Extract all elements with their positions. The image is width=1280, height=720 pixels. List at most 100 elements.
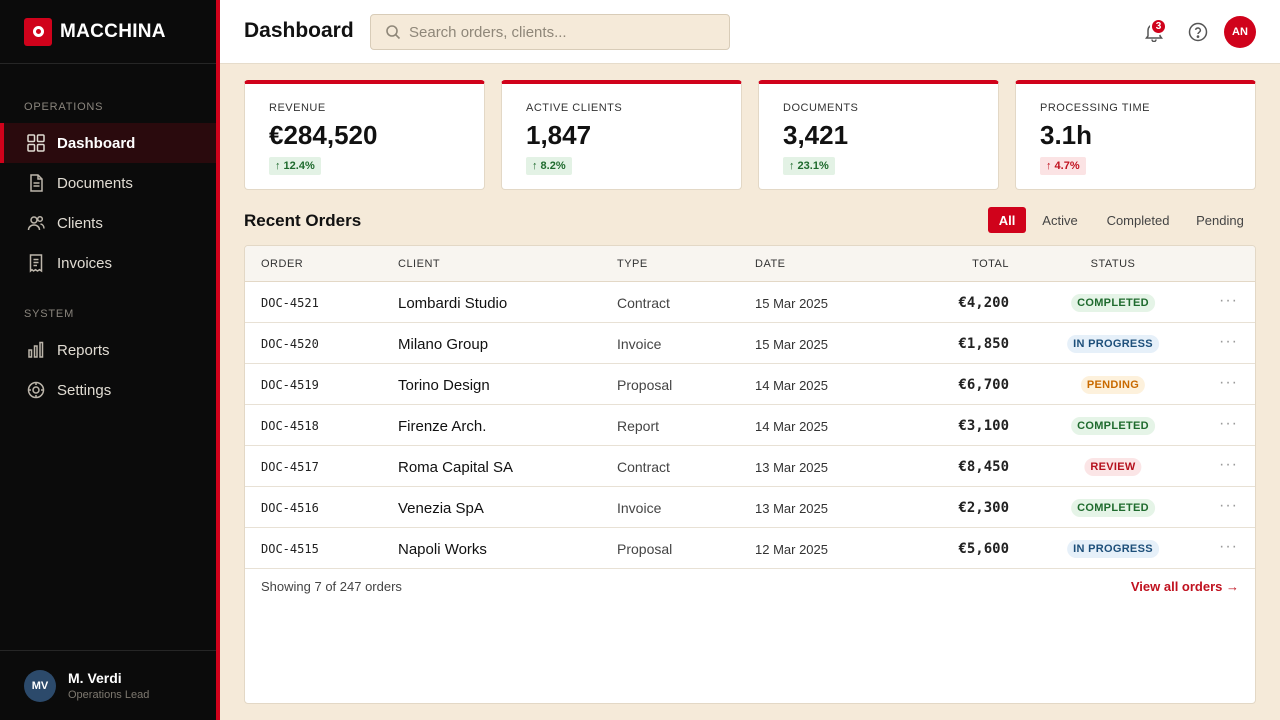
client-name: Torino Design [398,377,490,394]
sidebar-item-label: Invoices [57,254,113,272]
table-row[interactable]: DOC-4515 Napoli Works Proposal 12 Mar 20… [245,528,1255,569]
order-date: 12 Mar 2025 [755,542,828,557]
sidebar-item-documents[interactable]: Documents [0,163,216,203]
search-bar[interactable] [370,14,730,50]
table-row[interactable]: DOC-4519 Torino Design Proposal 14 Mar 2… [245,364,1255,405]
order-total: €1,850 [958,336,1009,352]
stat-card-processing-time: PROCESSING TIME 3.1h ↑ 4.7% [1015,80,1256,190]
order-type: Invoice [617,336,662,352]
table-header: ORDER CLIENT TYPE DATE TOTAL STATUS [245,246,1255,282]
column-header-total[interactable]: TOTAL [972,258,1009,270]
user-avatar-button[interactable]: AN [1224,16,1256,48]
table-row[interactable]: DOC-4516 Venezia SpA Invoice 13 Mar 2025… [245,487,1255,528]
sidebar-item-invoices[interactable]: Invoices [0,243,216,283]
order-date: 14 Mar 2025 [755,419,828,434]
receipt-icon [29,254,43,273]
gear-icon [27,381,45,399]
stat-card-active-clients: ACTIVE CLIENTS 1,847 ↑ 8.2% [501,80,742,190]
status-badge: IN PROGRESS [1067,540,1159,558]
order-total: €2,300 [958,500,1009,516]
order-total: €4,200 [958,295,1009,311]
more-actions-icon[interactable]: ··· [1219,374,1238,391]
more-actions-icon[interactable]: ··· [1219,497,1238,514]
sidebar-accent-border [216,0,220,720]
sidebar-user[interactable]: MV M. Verdi Operations Lead [0,650,216,720]
nav-section-system: SYSTEM [24,308,75,320]
status-badge: COMPLETED [1071,294,1155,312]
sidebar: MACCHINA OPERATIONS Dashboard Documents … [0,0,216,720]
order-type: Proposal [617,541,673,557]
help-icon [1188,22,1208,42]
order-id: DOC-4517 [261,460,319,474]
stat-card-documents: DOCUMENTS 3,421 ↑ 23.1% [758,80,999,190]
order-total: €5,600 [958,541,1009,557]
table-row[interactable]: DOC-4517 Roma Capital SA Contract 13 Mar… [245,446,1255,487]
stat-value: 3.1h [1040,120,1093,150]
stat-label: ACTIVE CLIENTS [526,102,623,114]
status-badge: COMPLETED [1071,499,1155,517]
sidebar-item-clients[interactable]: Clients [0,203,216,243]
stat-delta: ↑ 4.7% [1040,157,1086,175]
column-header-client[interactable]: CLIENT [398,258,441,270]
help-button[interactable] [1186,20,1210,44]
brand-name: MACCHINA [60,20,166,42]
brand: MACCHINA [0,0,216,64]
stat-delta: ↑ 23.1% [783,157,835,175]
users-icon [27,215,45,231]
filter-tab-pending[interactable]: Pending [1196,212,1244,228]
more-actions-icon[interactable]: ··· [1219,415,1238,432]
user-role: Operations Lead [68,689,150,701]
stat-label: PROCESSING TIME [1040,102,1150,114]
sidebar-item-reports[interactable]: Reports [0,330,216,370]
stat-card-revenue: REVENUE €284,520 ↑ 12.4% [244,80,485,190]
top-header: Dashboard 3 AN [220,0,1280,64]
sidebar-item-label: Dashboard [57,134,136,152]
order-total: €3,100 [958,418,1009,434]
client-name: Lombardi Studio [398,295,508,312]
order-type: Report [617,418,660,434]
filter-tab-completed[interactable]: Completed [1106,212,1170,228]
column-header-status[interactable]: STATUS [1090,258,1136,270]
order-id: DOC-4521 [261,296,319,310]
order-type: Invoice [617,500,662,516]
client-name: Napoli Works [398,541,487,558]
view-all-orders-link[interactable]: View all orders → [1130,579,1239,594]
order-total: €6,700 [958,377,1009,393]
column-header-type[interactable]: TYPE [617,258,648,270]
more-actions-icon[interactable]: ··· [1219,333,1238,350]
stat-value: €284,520 [269,120,378,150]
client-name: Roma Capital SA [398,459,514,476]
order-type: Contract [617,295,670,311]
recent-orders-title: Recent Orders [244,211,362,230]
brand-logo-icon [24,17,52,46]
more-actions-icon[interactable]: ··· [1219,538,1238,555]
order-id: DOC-4516 [261,501,319,515]
table-row[interactable]: DOC-4518 Firenze Arch. Report 14 Mar 202… [245,405,1255,446]
search-input[interactable] [409,23,709,41]
orders-table: ORDER CLIENT TYPE DATE TOTAL STATUS DOC-… [244,245,1256,704]
stat-delta: ↑ 12.4% [269,157,321,175]
more-actions-icon[interactable]: ··· [1219,292,1238,309]
table-row[interactable]: DOC-4520 Milano Group Invoice 15 Mar 202… [245,323,1255,364]
sidebar-item-settings[interactable]: Settings [0,370,216,410]
client-name: Venezia SpA [398,500,484,517]
sidebar-item-label: Documents [57,174,133,192]
column-header-order[interactable]: ORDER [261,258,304,270]
filter-tab-all[interactable]: All [988,207,1026,233]
stat-label: REVENUE [269,102,326,114]
table-row[interactable]: DOC-4521 Lombardi Studio Contract 15 Mar… [245,282,1255,323]
status-badge: IN PROGRESS [1067,335,1159,353]
column-header-date[interactable]: DATE [755,258,786,270]
order-total: €8,450 [958,459,1009,475]
sidebar-item-dashboard[interactable]: Dashboard [0,123,216,163]
order-id: DOC-4515 [261,542,319,556]
stat-value: 1,847 [526,120,592,150]
stat-value: 3,421 [783,120,849,150]
order-date: 15 Mar 2025 [755,337,828,352]
nav-section-operations: OPERATIONS [24,101,104,113]
document-icon [30,174,43,192]
order-id: DOC-4520 [261,337,319,351]
search-icon [386,25,401,40]
filter-tab-active[interactable]: Active [1042,212,1078,228]
more-actions-icon[interactable]: ··· [1219,456,1238,473]
